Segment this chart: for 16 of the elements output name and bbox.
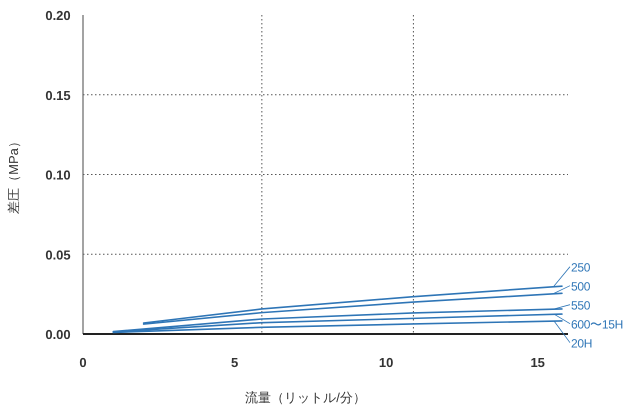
x-tick-label: 0 <box>79 355 87 370</box>
legend-label: 500 <box>571 280 591 294</box>
y-axis-title: 差圧（MPa） <box>6 135 21 214</box>
x-tick-label: 5 <box>230 355 238 370</box>
y-tick-label: 0.20 <box>45 8 71 23</box>
legend-label: 550 <box>571 298 591 313</box>
y-tick-label: 0.10 <box>45 168 71 182</box>
series-label: 20H <box>571 336 592 351</box>
legend-label: 600〜15H <box>571 318 623 332</box>
x-axis-title: 流量（リットル/分） <box>245 390 366 405</box>
x-tick-label: 15 <box>530 355 545 370</box>
y-tick-label: 0.05 <box>45 247 71 262</box>
x-tick-label: 10 <box>378 355 394 370</box>
series-label: 250 <box>571 260 591 275</box>
y-tick-label: 0.00 <box>45 327 71 342</box>
y-tick-label: 0.15 <box>45 88 71 103</box>
